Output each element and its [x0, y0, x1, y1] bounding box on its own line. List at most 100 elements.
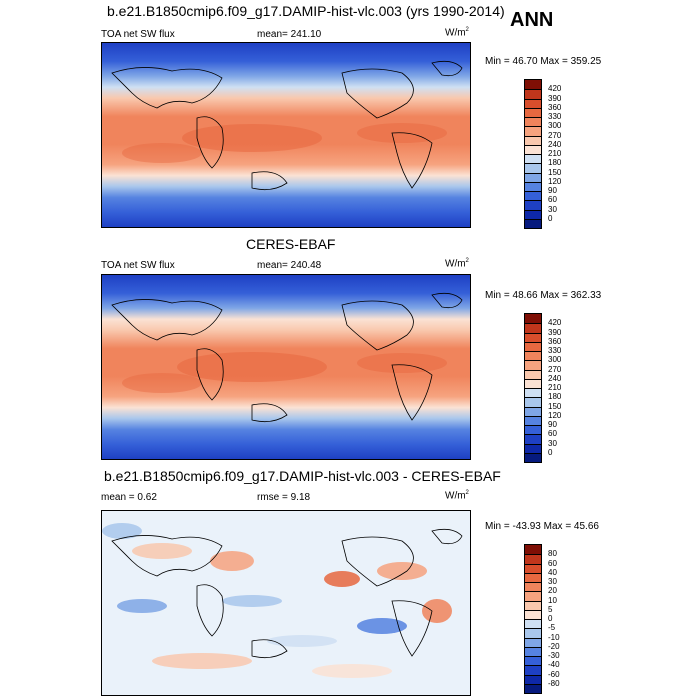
- panel2-colorbar: [524, 313, 542, 463]
- colorbar-cell: [525, 406, 541, 416]
- colorbar-cell: [525, 323, 541, 333]
- colorbar-tick-label: 300: [548, 355, 562, 365]
- colorbar-cell: [525, 378, 541, 388]
- panel3-units: W/m2: [445, 490, 469, 502]
- colorbar-cell: [525, 434, 541, 444]
- colorbar-cell: [525, 332, 541, 342]
- panel2-units: W/m2: [445, 258, 469, 270]
- colorbar-cell: [525, 89, 541, 99]
- colorbar-cell: [525, 609, 541, 619]
- colorbar-tick-label: 90: [548, 420, 557, 429]
- colorbar-tick-label: -80: [548, 678, 560, 688]
- colorbar-cell: [525, 218, 541, 228]
- panel1-colorbar: [524, 79, 542, 229]
- colorbar-cell: [525, 341, 541, 351]
- colorbar-cell: [525, 656, 541, 666]
- panel3-mean-label: mean = 0.62: [101, 492, 157, 503]
- colorbar-cell: [525, 191, 541, 201]
- colorbar-tick-label: 210: [548, 383, 562, 392]
- colorbar-tick-label: 150: [548, 167, 562, 177]
- colorbar-tick-label: 90: [548, 186, 557, 195]
- colorbar-tick-label: 300: [548, 121, 562, 131]
- colorbar-tick-label: 360: [548, 336, 562, 346]
- panel2-minmax: Min = 48.66 Max = 362.33: [485, 290, 602, 301]
- panel3-minmax: Min = -43.93 Max = 45.66: [485, 521, 599, 532]
- panel1-map: [101, 42, 471, 228]
- colorbar-tick-label: 180: [548, 392, 562, 402]
- colorbar-tick-label: 330: [548, 112, 562, 121]
- colorbar-tick-label: 80: [548, 549, 557, 559]
- colorbar-cell: [525, 80, 541, 90]
- colorbar-tick-label: 30: [548, 577, 557, 586]
- colorbar-cell: [525, 563, 541, 573]
- panel2-variable-label: TOA net SW flux: [101, 260, 175, 271]
- colorbar-tick-label: 30: [548, 438, 557, 448]
- colorbar-cell: [525, 98, 541, 108]
- colorbar-tick-label: 0: [548, 447, 553, 457]
- colorbar-cell: [525, 163, 541, 173]
- panel1-units: W/m2: [445, 27, 469, 39]
- panel3-map: [101, 510, 471, 696]
- colorbar-cell: [525, 181, 541, 191]
- colorbar-tick-label: -30: [548, 651, 560, 660]
- panel3-colorbar: [524, 544, 542, 694]
- colorbar-cell: [525, 554, 541, 564]
- colorbar-cell: [525, 107, 541, 117]
- colorbar-cell: [525, 351, 541, 361]
- colorbar-cell: [525, 600, 541, 610]
- colorbar-tick-label: -5: [548, 623, 556, 633]
- colorbar-tick-label: 240: [548, 139, 562, 149]
- colorbar-cell: [525, 154, 541, 164]
- colorbar-tick-label: 180: [548, 158, 562, 168]
- colorbar-cell: [525, 397, 541, 407]
- colorbar-cell: [525, 200, 541, 210]
- colorbar-tick-label: 40: [548, 567, 557, 577]
- colorbar-tick-label: 330: [548, 346, 562, 355]
- colorbar-cell: [525, 314, 541, 324]
- colorbar-tick-label: 60: [548, 558, 557, 568]
- colorbar-tick-label: -10: [548, 632, 560, 642]
- colorbar-tick-label: 150: [548, 401, 562, 411]
- panel2-map: [101, 274, 471, 460]
- panel2-mean-label: mean= 240.48: [257, 260, 322, 271]
- colorbar-cell: [525, 172, 541, 182]
- colorbar-cell: [525, 360, 541, 370]
- colorbar-cell: [525, 637, 541, 647]
- colorbar-tick-label: 420: [548, 84, 562, 94]
- colorbar-cell: [525, 452, 541, 462]
- colorbar-tick-label: 390: [548, 93, 562, 103]
- colorbar-cell: [525, 591, 541, 601]
- colorbar-tick-label: 420: [548, 318, 562, 328]
- colorbar-tick-label: 270: [548, 130, 562, 140]
- colorbar-cell: [525, 683, 541, 693]
- colorbar-tick-label: 210: [548, 149, 562, 158]
- colorbar-cell: [525, 126, 541, 136]
- panel2-map-svg: [102, 275, 470, 459]
- colorbar-tick-label: 30: [548, 204, 557, 214]
- colorbar-cell: [525, 674, 541, 684]
- colorbar-cell: [525, 619, 541, 629]
- panel1-mean-label: mean= 241.10: [257, 29, 322, 40]
- colorbar-cell: [525, 665, 541, 675]
- panel3-rmse-label: rmse = 9.18: [257, 492, 311, 503]
- colorbar-tick-label: 5: [548, 604, 553, 614]
- panel1-minmax: Min = 46.70 Max = 359.25: [485, 56, 602, 67]
- colorbar-tick-label: 270: [548, 364, 562, 374]
- colorbar-cell: [525, 415, 541, 425]
- panel3-title: b.e21.B1850cmip6.f09_g17.DAMIP-hist-vlc.…: [104, 468, 501, 484]
- colorbar-tick-label: 0: [548, 213, 553, 223]
- colorbar-tick-label: 120: [548, 410, 562, 420]
- colorbar-cell: [525, 425, 541, 435]
- colorbar-cell: [525, 369, 541, 379]
- colorbar-tick-label: 10: [548, 595, 557, 605]
- colorbar-cell: [525, 628, 541, 638]
- panel1-map-svg: [102, 43, 470, 227]
- colorbar-cell: [525, 388, 541, 398]
- colorbar-tick-label: 60: [548, 195, 557, 205]
- colorbar-tick-label: -60: [548, 669, 560, 679]
- colorbar-cell: [525, 572, 541, 582]
- season-label: ANN: [510, 9, 554, 31]
- colorbar-tick-label: 20: [548, 586, 557, 596]
- colorbar-tick-label: 0: [548, 614, 553, 623]
- colorbar-cell: [525, 144, 541, 154]
